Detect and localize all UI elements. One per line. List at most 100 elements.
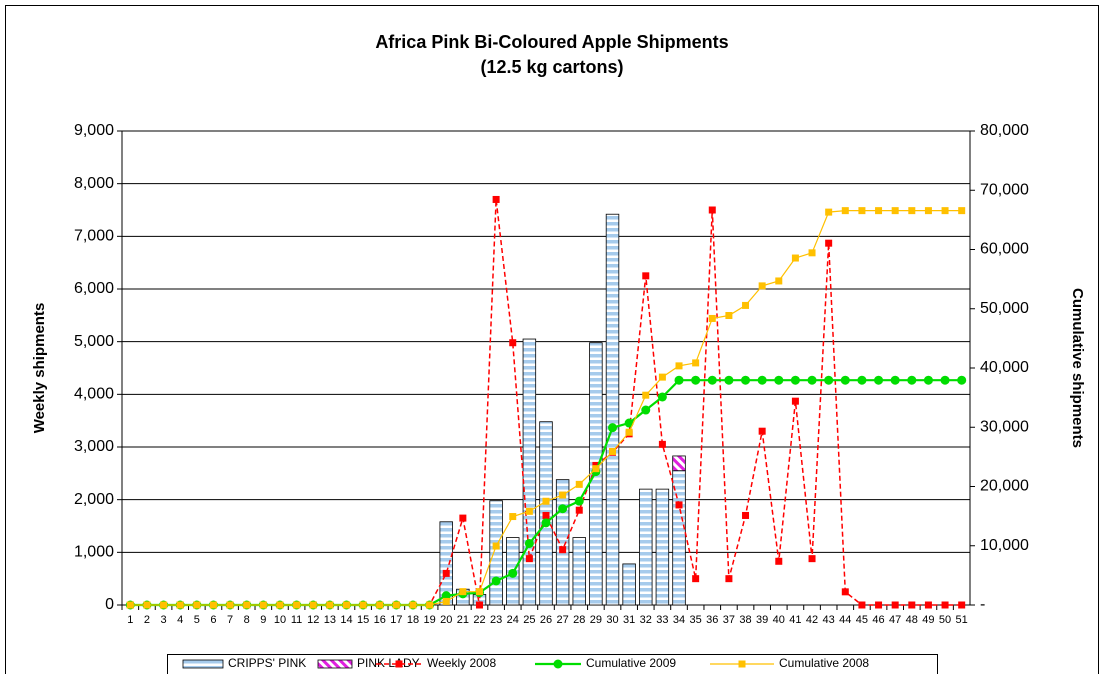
marker [808,249,816,257]
marker [459,588,467,596]
marker [508,568,518,578]
marker [741,375,751,385]
x-tick-label: 32 [640,614,652,626]
marker [657,392,667,402]
legend-swatch [182,659,224,669]
marker [143,601,151,609]
marker [409,601,417,609]
marker [392,601,400,609]
marker [774,375,784,385]
marker [542,511,550,519]
marker [243,601,251,609]
bar [605,213,620,606]
x-tick-label: 2 [144,614,150,626]
marker [924,601,932,609]
marker [742,511,750,519]
marker [825,239,833,247]
x-tick-label: 41 [789,614,801,626]
bar [622,563,636,606]
y-tick-label: 7,000 [74,228,114,245]
x-tick-label: 37 [723,614,735,626]
marker [908,601,916,609]
legend-label: CRIPPS' PINK [228,656,306,670]
marker [840,375,850,385]
marker [541,518,551,528]
marker [475,601,483,609]
marker [259,601,267,609]
x-tick-label: 43 [823,614,835,626]
marker [958,601,966,609]
marker [542,497,550,505]
marker [841,207,849,215]
marker [441,591,451,601]
y2-tick-label: 30,000 [980,418,1029,435]
marker [692,359,700,367]
marker [790,375,800,385]
marker [858,207,866,215]
y2-axis-title: Cumulative shipments [1069,288,1086,448]
marker [642,391,650,399]
marker [875,207,883,215]
x-tick-label: 27 [557,614,569,626]
marker [509,339,517,347]
y-tick-label: 0 [105,596,114,613]
marker [675,362,683,370]
marker [941,601,949,609]
marker [592,465,600,473]
x-tick-label: 40 [773,614,785,626]
y2-tick-label: 80,000 [980,122,1029,139]
x-tick-label: 38 [739,614,751,626]
marker [957,375,967,385]
marker [940,375,950,385]
marker [958,207,966,215]
x-tick-label: 26 [540,614,552,626]
bar [489,500,503,606]
x-tick-label: 49 [922,614,934,626]
y-tick-label: 4,000 [74,386,114,403]
marker [160,601,168,609]
marker [492,542,500,550]
x-tick-label: 36 [706,614,718,626]
marker [459,514,467,522]
x-tick-label: 10 [274,614,286,626]
y-axis-title: Weekly shipments [31,303,48,434]
marker [376,601,384,609]
marker [708,314,716,322]
legend-label: Cumulative 2008 [779,656,869,670]
x-tick-label: 24 [507,614,519,626]
x-tick-label: 46 [872,614,884,626]
y2-tick-label: - [980,596,985,613]
x-tick-label: 42 [806,614,818,626]
y2-tick-label: 10,000 [980,537,1029,554]
marker [824,375,834,385]
x-tick-label: 19 [423,614,435,626]
x-tick-label: 8 [244,614,250,626]
marker [907,375,917,385]
legend-label: PINK LADY [357,656,420,670]
x-tick-label: 45 [856,614,868,626]
marker [492,195,500,203]
marker [775,277,783,285]
marker [559,546,567,554]
marker [426,601,434,609]
chart-subtitle: (12.5 kg cartons) [480,57,623,77]
marker [442,597,450,605]
marker [891,207,899,215]
y-tick-label: 3,000 [74,438,114,455]
marker [924,207,932,215]
legend-swatch [317,659,353,669]
x-tick-label: 16 [374,614,386,626]
marker [641,405,651,415]
marker [923,375,933,385]
marker [891,601,899,609]
marker [857,375,867,385]
x-tick-label: 11 [291,614,302,626]
marker [525,507,533,515]
x-tick-label: 31 [623,614,635,626]
marker [342,601,350,609]
marker [875,601,883,609]
marker [707,375,717,385]
x-tick-label: 1 [127,614,133,626]
marker [691,375,701,385]
marker [858,601,866,609]
